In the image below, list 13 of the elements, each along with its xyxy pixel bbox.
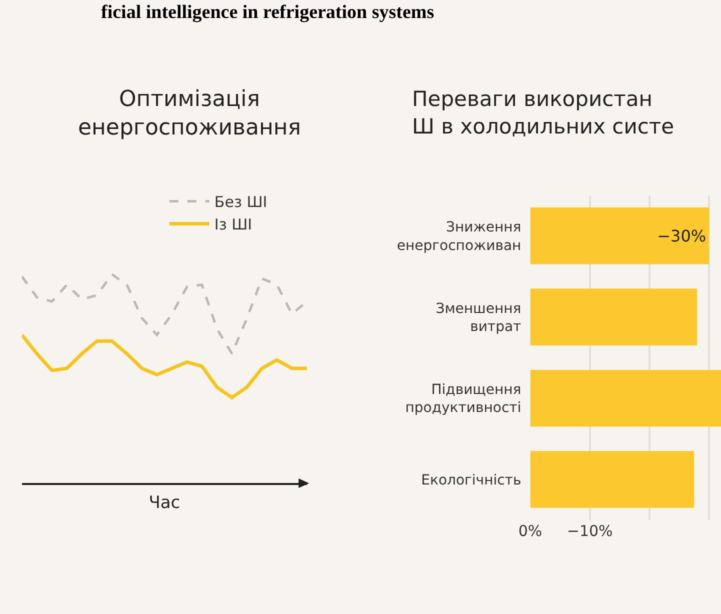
data-label: −30% — [657, 226, 706, 246]
x-axis-title: Час — [148, 492, 180, 513]
chart-title: Оптимізація енергоспоживання — [78, 87, 301, 141]
y-tick-label: Зниження енергоспоживан — [396, 220, 522, 254]
chart-title: Переваги використан Ш в холодильних систе — [412, 87, 674, 138]
y-tick-label: Підвищення продуктивності — [405, 382, 522, 416]
x-tick-label: −10% — [566, 522, 613, 540]
legend-label: Із ШІ — [214, 216, 252, 234]
y-tick-label: Екологічність — [421, 472, 522, 488]
legend-label: Без ШІ — [214, 193, 268, 212]
x-tick-label: 0% — [518, 522, 542, 540]
y-tick-label: Зменшення витрат — [436, 300, 522, 336]
text: ficial intelligence in refrigeration systems — [101, 2, 434, 23]
